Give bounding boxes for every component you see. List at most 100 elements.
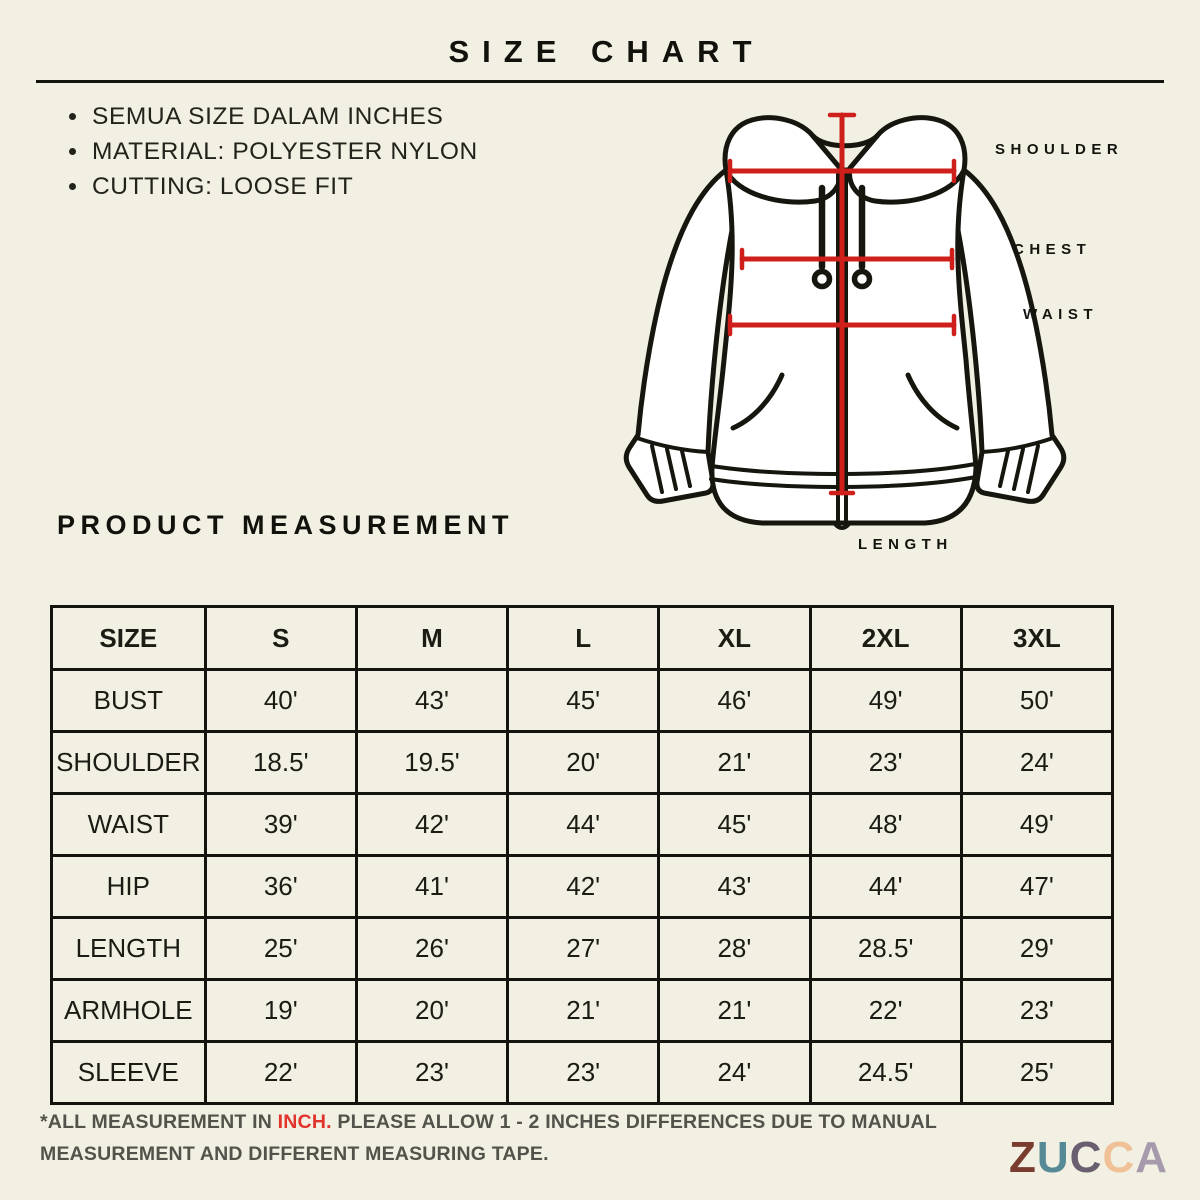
measurement-table: SIZE S M L XL 2XL 3XL BUST 40' 43' 45' 46' 49' 50' SH…: [50, 605, 1115, 1105]
note-item: MATERIAL: POLYESTER NYLON: [90, 134, 478, 169]
value-cell: 41': [354, 854, 510, 919]
value-cell: 21': [657, 730, 812, 795]
row-label-cell: HIP: [50, 854, 207, 919]
row-label-cell: BUST: [50, 668, 207, 733]
title-divider: [36, 80, 1164, 83]
value-cell: 40': [203, 668, 358, 733]
value-cell: 28.5': [808, 916, 963, 981]
footnote-highlight: INCH.: [277, 1111, 332, 1133]
table-header-row: SIZE S M L XL 2XL 3XL: [50, 605, 1115, 671]
value-cell: 49': [959, 792, 1115, 857]
value-cell: 25': [203, 916, 358, 981]
value-cell: 19': [203, 978, 358, 1043]
value-cell: 20': [506, 730, 661, 795]
value-cell: 23': [354, 1040, 510, 1105]
table-row: ARMHOLE 19' 20' 21' 21' 22' 23': [50, 978, 1115, 1043]
value-cell: 28': [657, 916, 812, 981]
logo-letter: C: [1102, 1133, 1136, 1182]
value-cell: 24': [657, 1040, 812, 1105]
diagram-label-chest: CHEST: [1013, 241, 1092, 258]
footnote-text: *ALL MEASUREMENT IN: [40, 1111, 278, 1133]
value-cell: 23': [506, 1040, 661, 1105]
cuff-details: [635, 436, 1055, 494]
header-cell: S: [203, 605, 358, 671]
right-pocket: [905, 372, 960, 431]
value-cell: 36': [203, 854, 358, 919]
value-cell: 25': [959, 1040, 1115, 1105]
table-row: WAIST 39' 42' 44' 45' 48' 49': [50, 792, 1115, 857]
neckline: [810, 133, 880, 149]
value-cell: 42': [354, 792, 510, 857]
jacket-measurement-diagram: SHOULDER CHEST WAIST LENGTH: [600, 95, 1118, 575]
value-cell: 48': [808, 792, 963, 857]
note-item: SEMUA SIZE DALAM INCHES: [90, 99, 478, 134]
value-cell: 21': [657, 978, 812, 1043]
value-cell: 20': [354, 978, 510, 1043]
value-cell: 50': [959, 668, 1115, 733]
section-title: PRODUCT MEASUREMENT: [57, 510, 515, 540]
value-cell: 22': [203, 1040, 358, 1105]
drawstrings: [811, 184, 873, 290]
logo-letter: U: [1036, 1133, 1070, 1182]
header-cell-size: SIZE: [50, 605, 207, 671]
value-cell: 26': [354, 916, 510, 981]
brand-logo: ZUCCA: [1009, 1133, 1168, 1183]
value-cell: 43': [657, 854, 812, 919]
jacket-sleeves: [623, 167, 1067, 504]
value-cell: 46': [657, 668, 812, 733]
row-label-cell: WAIST: [50, 792, 207, 857]
logo-letter: C: [1069, 1133, 1103, 1182]
hood-collar: [722, 115, 968, 205]
table-body: BUST 40' 43' 45' 46' 49' 50' SHOULDER 18.5' 19.5'…: [50, 668, 1115, 1105]
table-row: BUST 40' 43' 45' 46' 49' 50': [50, 668, 1115, 733]
value-cell: 18.5': [203, 730, 358, 795]
table-row: HIP 36' 41' 42' 43' 44' 47': [50, 854, 1115, 919]
right-sleeve: [952, 167, 1067, 504]
value-cell: 42': [506, 854, 661, 919]
footnote: *ALL MEASUREMENT IN INCH. PLEASE ALLOW 1…: [40, 1106, 940, 1170]
row-label-cell: SHOULDER: [50, 730, 207, 795]
value-cell: 43': [354, 668, 510, 733]
value-cell: 45': [657, 792, 812, 857]
logo-letter: A: [1135, 1133, 1168, 1182]
left-sleeve: [623, 167, 738, 504]
footnote-text: PLEASE ALLOW 1 - 2 INCHES DIFFERENCES DU…: [40, 1111, 937, 1165]
value-cell: 27': [506, 916, 661, 981]
value-cell: 23': [808, 730, 963, 795]
table-row: LENGTH 25' 26' 27' 28' 28.5' 29': [50, 916, 1115, 981]
value-cell: 24': [959, 730, 1115, 795]
product-notes-list: SEMUA SIZE DALAM INCHES MATERIAL: POLYES…: [66, 99, 478, 204]
table-row: SLEEVE 22' 23' 23' 24' 24.5' 25': [50, 1040, 1115, 1105]
value-cell: 49': [808, 668, 963, 733]
header-cell: XL: [657, 605, 812, 671]
diagram-label-length: LENGTH: [858, 536, 953, 553]
row-label-cell: ARMHOLE: [50, 978, 207, 1043]
header-cell: M: [354, 605, 510, 671]
value-cell: 22': [808, 978, 963, 1043]
jacket-illustration: [623, 112, 1067, 530]
header-cell: 2XL: [808, 605, 963, 671]
measurement-lines: [727, 112, 957, 496]
value-cell: 45': [506, 668, 661, 733]
diagram-label-shoulder: SHOULDER: [995, 141, 1124, 158]
logo-letter: Z: [1008, 1133, 1037, 1182]
value-cell: 29': [959, 916, 1115, 981]
value-cell: 47': [959, 854, 1115, 919]
value-cell: 44': [506, 792, 661, 857]
table-row: SHOULDER 18.5' 19.5' 20' 21' 23' 24': [50, 730, 1115, 795]
value-cell: 39': [203, 792, 358, 857]
value-cell: 21': [506, 978, 661, 1043]
value-cell: 44': [808, 854, 963, 919]
page-title: SIZE CHART: [448, 34, 765, 69]
row-label-cell: LENGTH: [50, 916, 207, 981]
hood-right-flap: [847, 115, 968, 205]
value-cell: 23': [959, 978, 1115, 1043]
left-pocket: [730, 372, 785, 431]
value-cell: 19.5': [354, 730, 510, 795]
value-cell: 24.5': [808, 1040, 963, 1105]
header-cell: 3XL: [959, 605, 1115, 671]
note-item: CUTTING: LOOSE FIT: [90, 169, 478, 204]
pockets: [730, 372, 960, 431]
row-label-cell: SLEEVE: [50, 1040, 207, 1105]
